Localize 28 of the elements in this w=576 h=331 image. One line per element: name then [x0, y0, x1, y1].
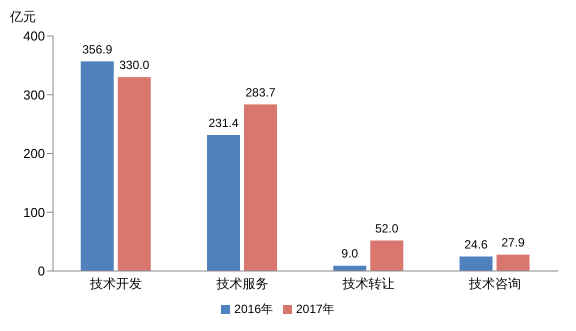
data-label: 9.0 [341, 246, 358, 261]
x-tick-label: 技术转让 [342, 276, 395, 292]
data-label: 330.0 [119, 58, 150, 72]
y-tick-label: 100 [23, 204, 45, 220]
bar [118, 77, 151, 271]
bar [333, 266, 366, 271]
data-label: 356.9 [82, 42, 113, 56]
y-tick-label: 200 [23, 146, 45, 162]
legend-label: 2016年 [234, 302, 273, 316]
y-tick-label: 400 [23, 28, 45, 44]
bar [496, 254, 530, 271]
bar [207, 135, 240, 271]
x-tick-label: 技术开发 [89, 276, 142, 292]
data-label: 231.4 [208, 116, 239, 130]
y-tick-label: 300 [23, 87, 45, 102]
bar [244, 104, 278, 271]
x-tick-label: 技术咨询 [468, 276, 521, 292]
data-label: 27.9 [501, 236, 526, 250]
bar [460, 256, 493, 271]
y-axis-title: 亿元 [10, 8, 36, 26]
y-tick-label: 0 [38, 264, 45, 279]
data-label: 24.6 [464, 238, 488, 252]
legend-label: 2017年 [296, 302, 335, 316]
data-label: 52.0 [375, 221, 399, 236]
x-tick-label: 技术服务 [215, 276, 268, 292]
bar [370, 240, 404, 271]
data-label: 283.7 [246, 85, 276, 100]
bar [80, 61, 114, 271]
